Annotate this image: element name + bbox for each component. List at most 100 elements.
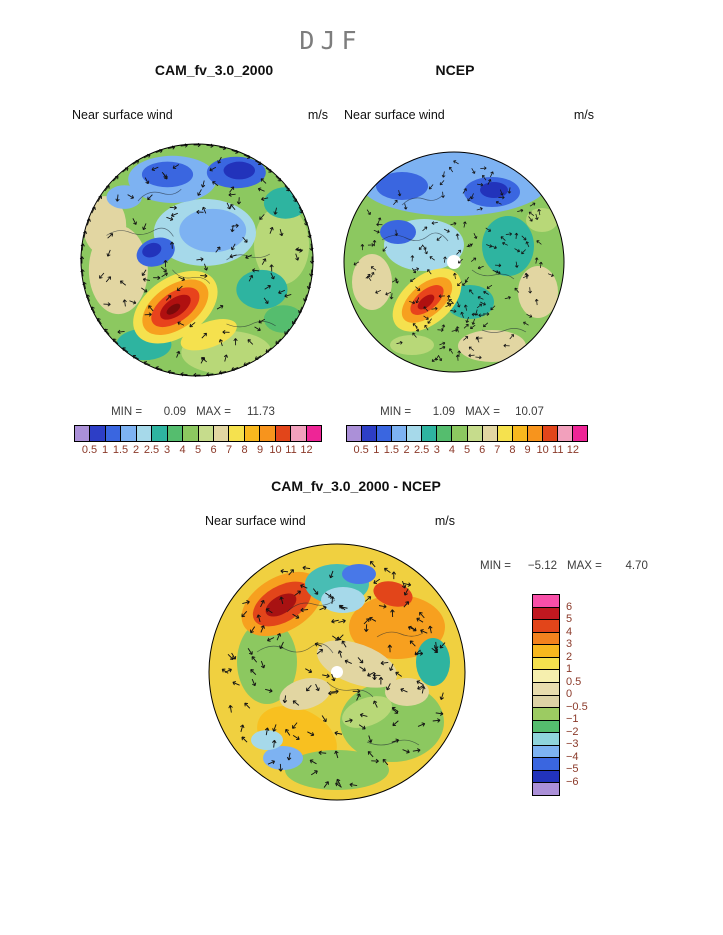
colorbar-segment xyxy=(533,607,559,621)
colorbar-tick: 0.5 xyxy=(566,675,582,688)
ncep-min-label: MIN = xyxy=(380,406,412,418)
colorbar-segment xyxy=(347,426,363,441)
colorbar-segment xyxy=(533,745,559,759)
colorbar-segment xyxy=(167,426,184,441)
colorbar-segment xyxy=(572,426,587,441)
colorbar-tick: −1 xyxy=(566,713,579,725)
colorbar-tick: 1 xyxy=(566,663,573,675)
colorbar-tick: 3 xyxy=(163,444,171,456)
colorbar-segment xyxy=(467,426,483,441)
colorbar-tick: 1.5 xyxy=(112,444,129,456)
colorbar-tick: 2 xyxy=(566,650,573,663)
colorbar-tick: 3 xyxy=(433,444,440,456)
colorbar-segment xyxy=(452,426,468,441)
colorbar-segment xyxy=(152,426,168,441)
colorbar-segment xyxy=(533,770,559,784)
colorbar-segment xyxy=(213,426,230,441)
diff-map-boundary xyxy=(208,543,466,801)
colorbar-tick: 1 xyxy=(101,444,109,456)
colorbar-tick: −0.5 xyxy=(566,700,588,713)
colorbar-segment xyxy=(275,426,292,441)
colorbar-tick: 5 xyxy=(463,444,471,456)
colorbar-tick: 8 xyxy=(241,444,248,456)
colorbar-tick: 3 xyxy=(566,638,573,650)
colorbar-segment xyxy=(183,426,199,441)
colorbar-tick: 4 xyxy=(566,625,573,638)
colorbar-tick: −4 xyxy=(566,750,579,763)
diff-max-label: MAX = xyxy=(567,560,602,572)
cam-subtitle-row: Near surface wind m/s xyxy=(72,108,328,122)
diff-min-label: MIN = xyxy=(480,560,511,572)
colorbar-tick: 2 xyxy=(403,444,410,456)
colorbar-tick: 2 xyxy=(132,444,140,456)
season-title: DJF xyxy=(299,26,363,55)
colorbar-segment xyxy=(533,595,559,608)
ncep-title: NCEP xyxy=(435,62,475,78)
colorbar-segment xyxy=(497,426,513,441)
ncep-contour-fills xyxy=(344,152,564,372)
colorbar-tick: 4 xyxy=(448,444,455,456)
ncep-stats: MIN = 1.09 MAX = 10.07 xyxy=(338,406,596,418)
cam-colorbar-ticks: 0.5 1 1.5 2 2.5 3 4 5 6 7 8 9 10 11 12 xyxy=(74,444,322,458)
diff-max-value: 4.70 xyxy=(625,560,648,572)
colorbar-tick: −6 xyxy=(566,775,579,788)
diff-colorbar-ticks: 6 5 4 3 2 1 0.5 0 −0.5 −1 −2 −3 −4 −5 −6 xyxy=(566,594,606,794)
ncep-min-value: 1.09 xyxy=(432,406,456,418)
ncep-map-boundary xyxy=(343,151,565,373)
colorbar-segment xyxy=(533,620,559,633)
cam-wind-map xyxy=(79,142,315,378)
colorbar-segment xyxy=(136,426,153,441)
ncep-pole-hole xyxy=(447,255,461,269)
colorbar-tick: 0.5 xyxy=(81,444,98,456)
colorbar-segment xyxy=(533,783,559,795)
ncep-max-value: 10.07 xyxy=(515,406,544,418)
cam-title: CAM_fv_3.0_2000 xyxy=(154,62,274,78)
diff-wind-vectors xyxy=(221,560,446,788)
colorbar-tick: 11 xyxy=(552,444,564,456)
ncep-wind-vectors xyxy=(353,160,554,362)
cam-colorbar xyxy=(74,425,322,442)
colorbar-tick: 11 xyxy=(285,444,297,456)
colorbar-segment xyxy=(244,426,261,441)
ncep-subtitle-row: Near surface wind m/s xyxy=(344,108,594,122)
colorbar-segment xyxy=(377,426,393,441)
colorbar-tick: 7 xyxy=(225,444,233,456)
colorbar-tick: 6 xyxy=(479,444,486,456)
colorbar-tick: 12 xyxy=(300,444,313,456)
diff-subtitle-row: Near surface wind m/s xyxy=(205,514,455,528)
colorbar-tick: 12 xyxy=(566,444,579,456)
diff-title: CAM_fv_3.0_2000 - NCEP xyxy=(271,478,441,494)
ncep-colorbar-ticks: 0.5 1 1.5 2 2.5 3 4 5 6 7 8 9 10 11 12 xyxy=(346,444,588,458)
colorbar-segment xyxy=(229,426,245,441)
ncep-units-label: m/s xyxy=(573,108,594,122)
colorbar-segment xyxy=(105,426,122,441)
panel-ncep: NCEP Near surface wind m/s xyxy=(338,62,596,456)
colorbar-segment xyxy=(75,426,91,441)
cam-stats: MIN = 0.09 MAX = 11.73 xyxy=(66,406,330,418)
cam-variable-label: Near surface wind xyxy=(72,108,173,122)
colorbar-tick: 2.5 xyxy=(143,444,160,456)
ncep-max-label: MAX = xyxy=(465,406,500,418)
cam-min-label: MIN = xyxy=(111,406,143,418)
colorbar-segment xyxy=(533,657,559,671)
cam-map-boundary xyxy=(80,143,314,377)
colorbar-segment xyxy=(533,670,559,683)
colorbar-segment xyxy=(533,682,559,696)
colorbar-segment xyxy=(533,720,559,734)
colorbar-tick: 0.5 xyxy=(353,444,369,456)
diff-wind-map xyxy=(208,543,466,801)
colorbar-tick: 1.5 xyxy=(383,444,400,456)
diff-pole-hole xyxy=(331,666,343,678)
colorbar-segment xyxy=(362,426,378,441)
colorbar-tick: 5 xyxy=(194,444,202,456)
colorbar-tick: 4 xyxy=(179,444,186,456)
colorbar-tick: 10 xyxy=(269,444,282,456)
diff-coastlines xyxy=(256,599,424,746)
colorbar-segment xyxy=(422,426,438,441)
colorbar-segment xyxy=(527,426,543,441)
ncep-wind-map xyxy=(343,151,565,373)
colorbar-tick: 6 xyxy=(566,600,573,613)
colorbar-segment xyxy=(407,426,423,441)
colorbar-segment xyxy=(260,426,276,441)
colorbar-tick: 7 xyxy=(494,444,501,456)
